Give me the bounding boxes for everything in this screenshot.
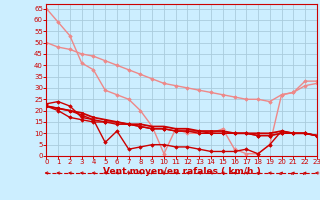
X-axis label: Vent moyen/en rafales ( km/h ): Vent moyen/en rafales ( km/h ) bbox=[103, 167, 260, 176]
